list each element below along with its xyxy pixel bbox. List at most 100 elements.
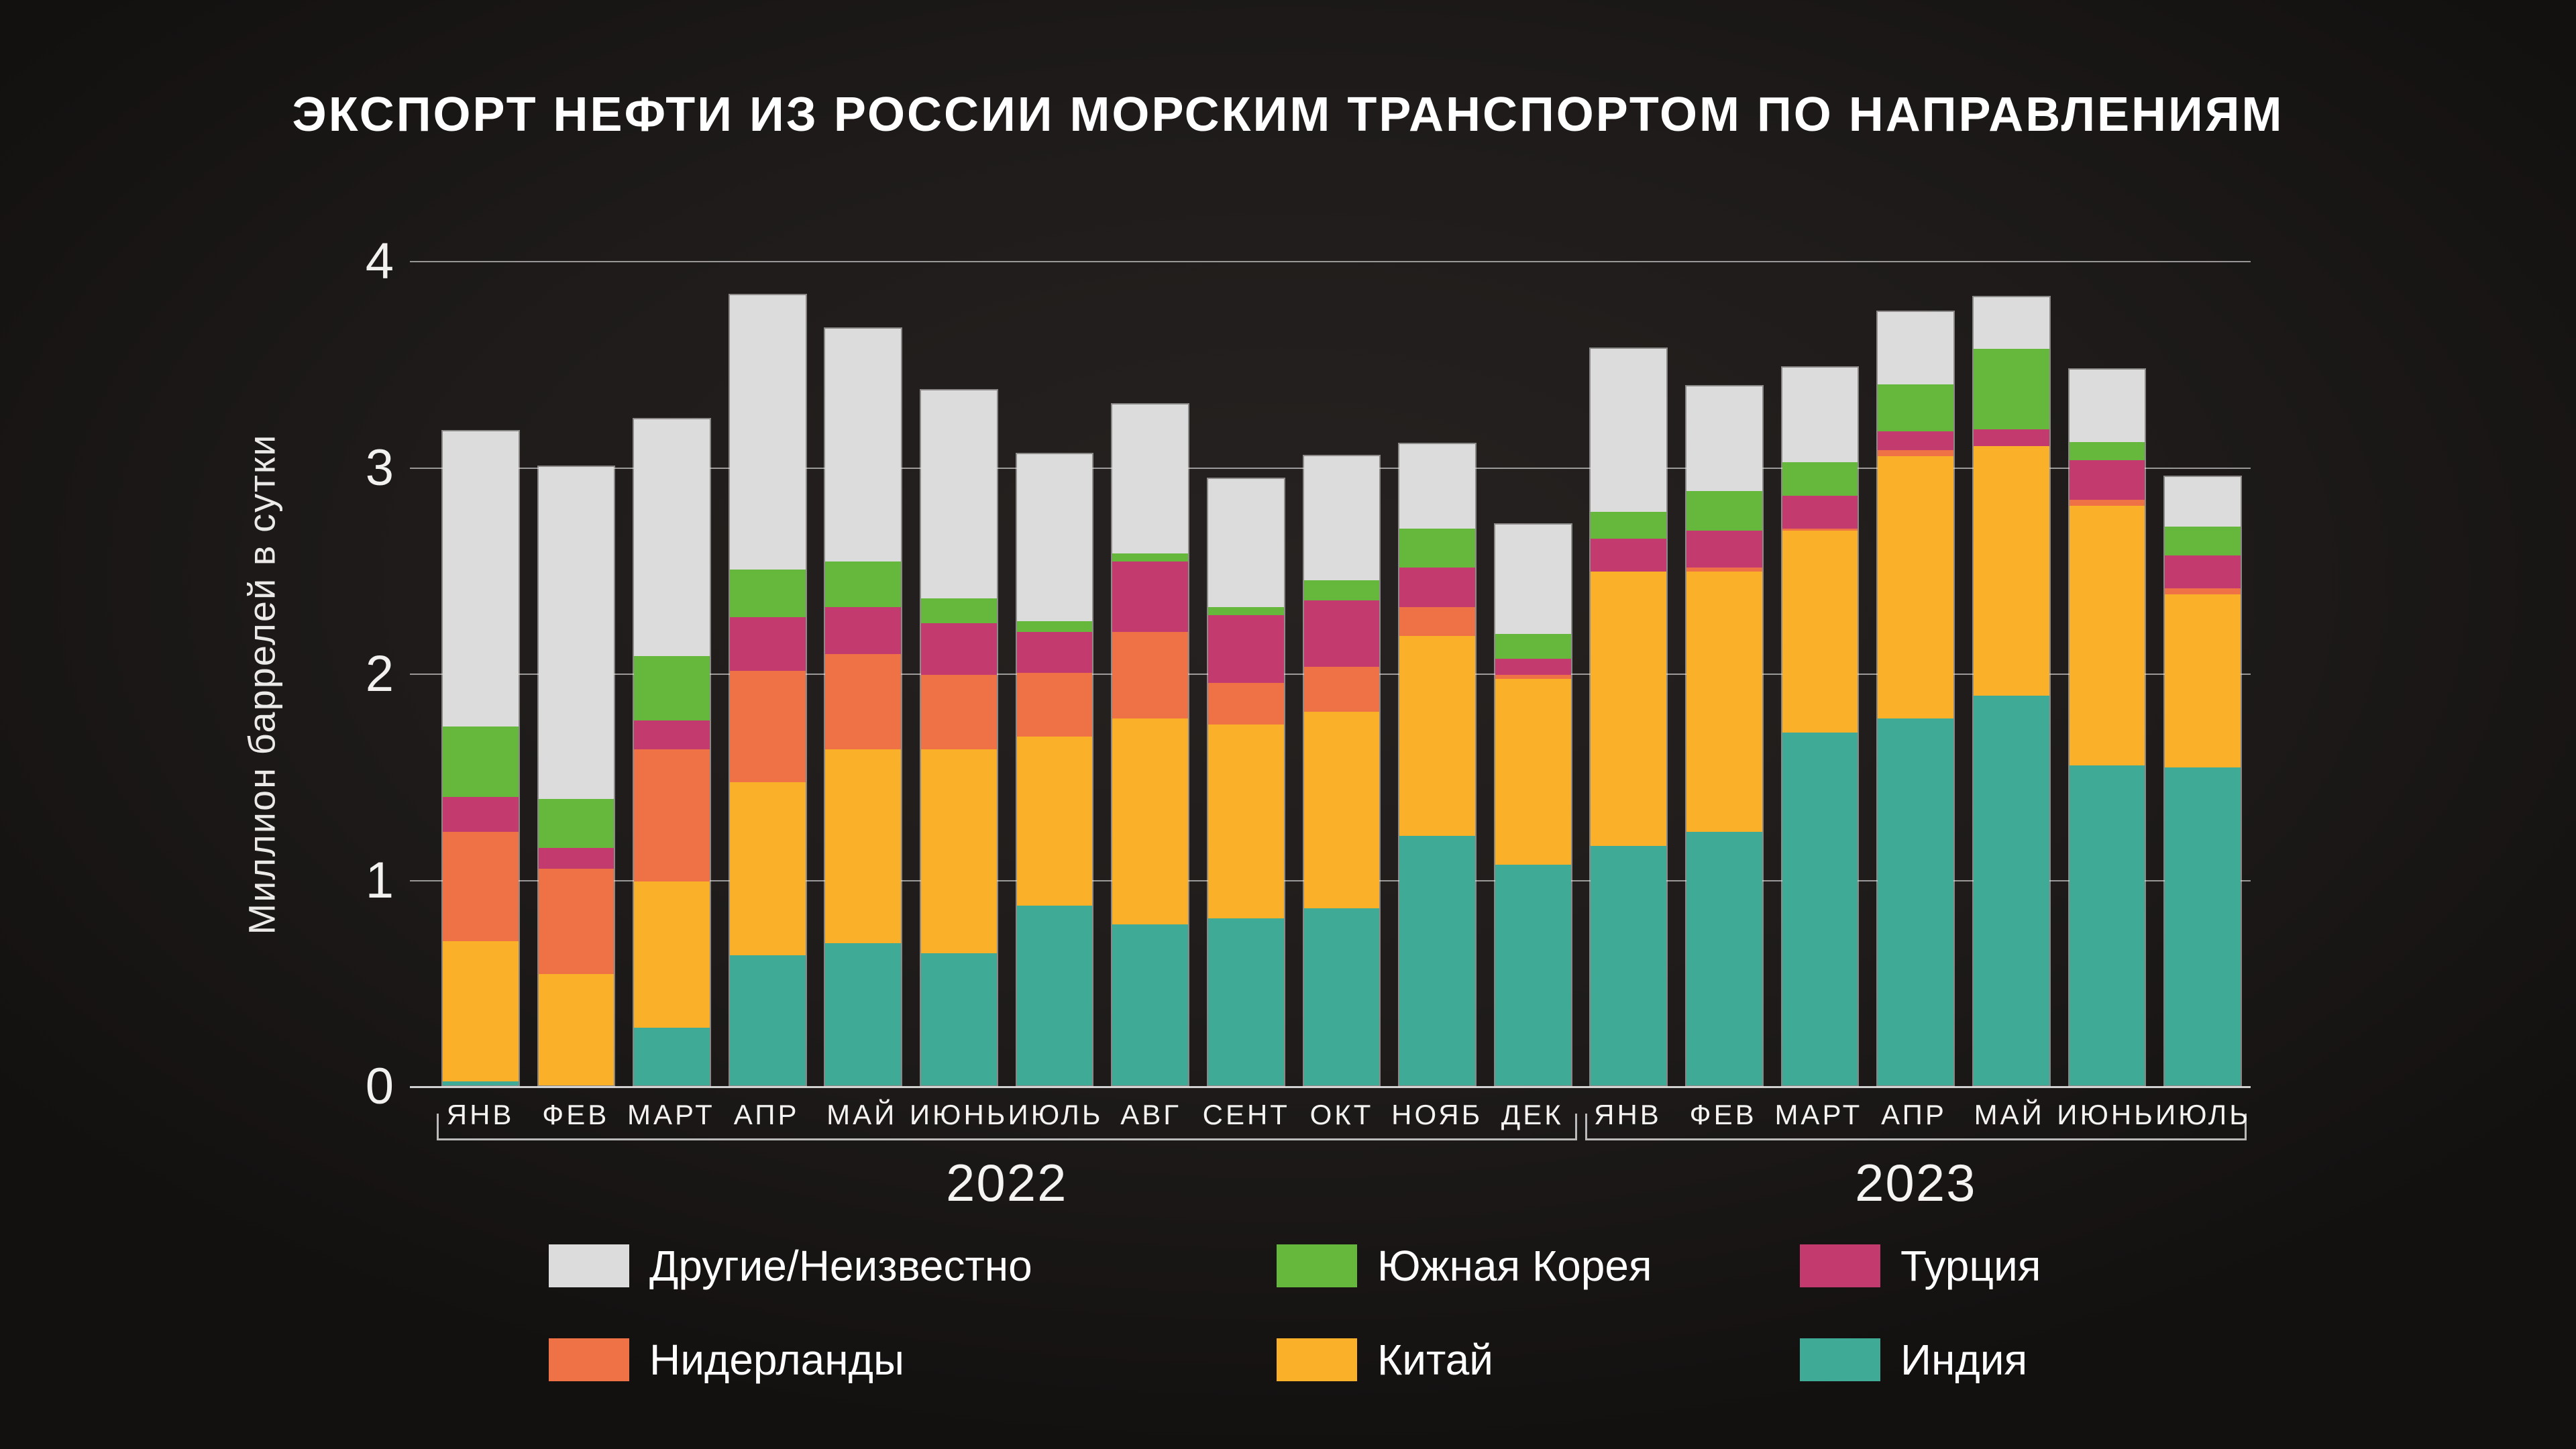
segment-south-korea-2022-mar bbox=[634, 656, 710, 720]
segment-china-2023-apr bbox=[1878, 456, 1954, 718]
x-tick-label-2022-apr: АПР bbox=[733, 1099, 800, 1130]
bar-slot-2023-jan bbox=[1581, 262, 1677, 1087]
segment-turkey-2023-mar bbox=[1782, 495, 1858, 529]
bar-2022-jun bbox=[920, 388, 998, 1087]
segment-netherlands-2022-jul bbox=[1016, 673, 1093, 737]
segment-india-2022-sep bbox=[1208, 918, 1284, 1085]
segment-turkey-2023-apr bbox=[1878, 431, 1954, 450]
legend-item-turkey: Турция bbox=[1800, 1241, 2041, 1291]
segment-south-korea-2023-feb bbox=[1686, 491, 1762, 531]
segment-other-unknown-2023-apr bbox=[1878, 311, 1954, 384]
bar-2022-oct bbox=[1302, 455, 1381, 1087]
segment-netherlands-2022-aug bbox=[1112, 631, 1189, 718]
segment-netherlands-2022-jun bbox=[921, 675, 997, 749]
x-tick-label-2022-feb: ФЕВ bbox=[542, 1099, 610, 1130]
segment-netherlands-2022-mar bbox=[634, 749, 710, 881]
segment-china-2023-may bbox=[1973, 445, 2049, 696]
bar-slot-2022-may bbox=[816, 262, 912, 1087]
year-label-2022: 2022 bbox=[946, 1153, 1068, 1212]
bar-2023-jun bbox=[2068, 368, 2147, 1087]
bar-2023-apr bbox=[1876, 310, 1955, 1087]
segment-netherlands-2022-jan bbox=[442, 831, 519, 941]
bar-slot-2022-oct bbox=[1294, 262, 1390, 1087]
x-tick-label-2023-jun: ИЮНЬ bbox=[2057, 1099, 2155, 1130]
segment-south-korea-2022-jan bbox=[442, 726, 519, 797]
segment-turkey-2022-feb bbox=[538, 848, 614, 869]
x-tick-label-2023-may: МАЙ bbox=[1974, 1099, 2045, 1130]
bar-slot-2023-may bbox=[1964, 262, 2059, 1087]
segment-netherlands-2023-jul bbox=[2165, 588, 2241, 595]
legend: Другие/Неизвестно Южная Корея Турция Нидерл… bbox=[549, 1241, 2041, 1385]
segment-india-2023-may bbox=[1973, 695, 2049, 1085]
segment-netherlands-2022-oct bbox=[1303, 666, 1380, 712]
y-tick-label-3: 3 bbox=[365, 439, 394, 496]
legend-label-india: Индия bbox=[1900, 1336, 2028, 1384]
x-tick-label-2022-jan: ЯНВ bbox=[446, 1099, 515, 1130]
segment-other-unknown-2022-sep bbox=[1208, 478, 1284, 607]
segment-south-korea-2022-dec bbox=[1495, 633, 1571, 659]
segment-turkey-2022-mar bbox=[634, 720, 710, 749]
segment-south-korea-2022-feb bbox=[538, 798, 614, 849]
legend-item-other-unknown: Другие/Неизвестно bbox=[549, 1241, 1277, 1291]
segment-south-korea-2022-sep bbox=[1208, 606, 1284, 615]
segment-turkey-2023-feb bbox=[1686, 530, 1762, 568]
segment-south-korea-2022-jul bbox=[1016, 621, 1093, 632]
segment-other-unknown-2022-jul bbox=[1016, 454, 1093, 622]
chart-title: ЭКСПОРТ НЕФТИ ИЗ РОССИИ МОРСКИМ ТРАНСПОР… bbox=[292, 88, 2284, 142]
segment-india-2022-oct bbox=[1303, 908, 1380, 1085]
y-tick-label-4: 4 bbox=[365, 233, 394, 290]
legend-label-turkey: Турция bbox=[1900, 1242, 2041, 1290]
bar-slot-2023-jun bbox=[2059, 262, 2155, 1087]
bar-2022-sep bbox=[1206, 477, 1285, 1087]
segment-india-2022-may bbox=[825, 943, 902, 1085]
bar-2022-jul bbox=[1015, 453, 1094, 1087]
segment-turkey-2022-jan bbox=[442, 796, 519, 832]
segment-south-korea-2022-may bbox=[825, 561, 902, 607]
segment-china-2023-jan bbox=[1591, 572, 1667, 847]
y-axis-title: Миллион баррелей в сутки bbox=[240, 433, 283, 935]
segment-other-unknown-2022-mar bbox=[634, 419, 710, 657]
segment-other-unknown-2022-aug bbox=[1112, 405, 1189, 553]
segment-south-korea-2023-apr bbox=[1878, 384, 1954, 432]
segment-china-2022-dec bbox=[1495, 679, 1571, 865]
segment-india-2022-nov bbox=[1399, 835, 1475, 1085]
segment-china-2022-jan bbox=[442, 941, 519, 1081]
bar-2023-mar bbox=[1780, 366, 1860, 1087]
x-tick-label-2022-aug: АВГ bbox=[1120, 1099, 1182, 1130]
legend-swatch-other-unknown bbox=[549, 1244, 629, 1287]
bar-2022-nov bbox=[1398, 442, 1477, 1087]
legend-swatch-turkey bbox=[1800, 1244, 1880, 1287]
year-bracket-2023 bbox=[1585, 1114, 2247, 1140]
legend-swatch-india bbox=[1800, 1338, 1880, 1381]
bar-slot-2022-feb bbox=[529, 262, 625, 1087]
segment-other-unknown-2022-feb bbox=[538, 466, 614, 799]
x-tick-label-2023-apr: АПР bbox=[1881, 1099, 1947, 1130]
segment-china-2023-jul bbox=[2165, 594, 2241, 768]
segment-netherlands-2023-jun bbox=[2069, 499, 2145, 506]
segment-india-2022-jun bbox=[921, 953, 997, 1085]
segment-netherlands-2022-dec bbox=[1495, 675, 1571, 680]
segment-other-unknown-2023-may bbox=[1973, 297, 2049, 350]
year-label-2023: 2023 bbox=[1855, 1153, 1977, 1212]
segment-other-unknown-2023-mar bbox=[1782, 367, 1858, 463]
segment-netherlands-2023-apr bbox=[1878, 449, 1954, 457]
legend-label-other-unknown: Другие/Неизвестно bbox=[649, 1242, 1032, 1290]
bar-2022-apr bbox=[728, 294, 807, 1087]
legend-item-china: Китай bbox=[1277, 1335, 1800, 1385]
legend-swatch-south-korea bbox=[1277, 1244, 1357, 1287]
x-tick-label-2022-may: МАЙ bbox=[826, 1099, 898, 1130]
segment-turkey-2023-jul bbox=[2165, 555, 2241, 588]
x-tick-label-2023-jul: ИЮЛЬ bbox=[2155, 1099, 2251, 1130]
segment-south-korea-2023-mar bbox=[1782, 462, 1858, 496]
x-tick-label-2022-sep: СЕНТ bbox=[1202, 1099, 1290, 1130]
gridline-4 bbox=[410, 261, 2251, 262]
x-tick-label-2022-dec: ДЕК bbox=[1501, 1099, 1564, 1130]
segment-turkey-2023-may bbox=[1973, 429, 2049, 446]
segment-china-2022-jul bbox=[1016, 737, 1093, 906]
bar-slot-2022-aug bbox=[1102, 262, 1198, 1087]
segment-other-unknown-2023-jun bbox=[2069, 370, 2145, 442]
x-tick-label-2022-oct: ОКТ bbox=[1309, 1099, 1374, 1130]
x-tick-label-2022-jul: ИЮЛЬ bbox=[1008, 1099, 1104, 1130]
x-tick-label-2022-mar: МАРТ bbox=[627, 1099, 715, 1130]
bar-slot-2023-jul bbox=[2155, 262, 2251, 1087]
